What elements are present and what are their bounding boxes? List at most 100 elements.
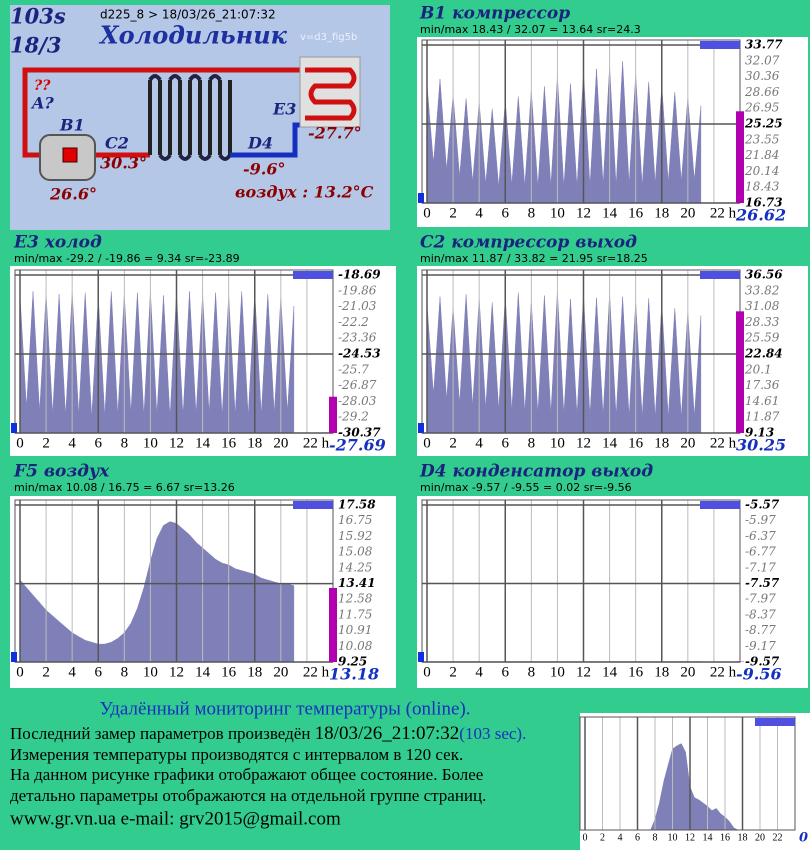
x-tick-label: 10 — [550, 664, 565, 680]
label-e3: E3 — [272, 100, 296, 119]
diagram-title: Холодильник — [98, 21, 288, 50]
chart-panel: 0 2 4 6 8 10 12 14 16 18 20 22 0 — [579, 713, 810, 850]
x-tick-label: 16 — [628, 664, 644, 680]
y-tick-label: 23.55 — [744, 132, 779, 146]
y-tick-label: -6.77 — [745, 545, 776, 559]
x-tick-label: 2 — [449, 205, 457, 221]
y-tick-label: 33.82 — [745, 283, 779, 297]
chart-title: D4 конденсатор выход — [419, 462, 653, 482]
min-bar — [11, 652, 17, 662]
plot-frame — [579, 716, 796, 831]
footer-heading: Удалённый мониторинг температуры (online… — [99, 698, 470, 719]
x-tick-label: 20 — [273, 664, 288, 680]
status-bar — [700, 501, 740, 509]
y-tick-label: -22.2 — [338, 315, 369, 329]
x-tick-label: 20 — [680, 435, 695, 451]
y-tick-label: 9.13 — [745, 426, 774, 440]
y-tick-label: -6.37 — [745, 529, 776, 543]
y-tick-label: 16.73 — [745, 196, 783, 210]
x-tick-label: 8 — [653, 832, 658, 843]
footer-time: 18/03/26_21:07:32 — [315, 723, 460, 744]
x-tick-label: 0 — [16, 664, 24, 680]
x-tick-label: 6 — [95, 435, 103, 451]
min-bar — [418, 652, 424, 662]
x-tick-label: 16 — [221, 664, 237, 680]
y-tick-label: 12.58 — [338, 592, 373, 606]
chart-title: B1 компрессор — [419, 4, 570, 24]
x-tick-label: 6 — [502, 664, 510, 680]
y-tick-label: -8.37 — [745, 607, 776, 621]
x-tick-label: 22 h — [303, 435, 330, 451]
y-tick-label: 22.84 — [744, 347, 783, 361]
y-tick-label: 10.08 — [338, 639, 373, 653]
label-b1: B1 — [59, 116, 85, 135]
y-tick-label: 17.58 — [338, 498, 376, 512]
y-tick-label: 18.43 — [745, 180, 780, 194]
x-tick-label: 2 — [449, 664, 457, 680]
y-tick-label: -9.17 — [745, 639, 776, 653]
min-max: min/max 10.08 / 16.75 = 6.67 sr=13.26 — [14, 481, 235, 494]
y-tick-label: 13.41 — [338, 576, 376, 590]
y-tick-label: 11.87 — [745, 410, 780, 424]
y-tick-label: 9.25 — [338, 655, 367, 669]
chart-title: E3 холод — [13, 233, 102, 253]
evaporator-coil — [305, 67, 357, 121]
x-tick-label: 0 — [423, 664, 431, 680]
y-tick-label: 26.95 — [744, 101, 779, 115]
area — [426, 61, 702, 204]
x-tick-label: 4 — [475, 664, 483, 680]
y-tick-label: -23.36 — [338, 331, 377, 345]
condenser-coil — [148, 80, 232, 155]
current-bar — [736, 311, 744, 433]
current-value: -9.56 — [736, 665, 782, 684]
y-tick-label: -5.97 — [745, 513, 776, 527]
area — [426, 290, 702, 434]
footer-line: детально параметры отображаются на отдел… — [10, 786, 486, 805]
x-tick-label: 16 — [628, 205, 644, 221]
x-tick-label: 8 — [121, 664, 129, 680]
min-max: min/max 18.43 / 32.07 = 13.64 sr=24.3 — [420, 23, 641, 36]
x-tick-label: 18 — [654, 205, 669, 221]
x-tick-label: 10 — [668, 832, 678, 843]
x-tick-label: 22 h — [710, 664, 737, 680]
plot-frame — [14, 499, 334, 663]
x-tick-label: 2 — [449, 435, 457, 451]
x-tick-label: 4 — [475, 205, 483, 221]
y-tick-label: 15.08 — [338, 545, 373, 559]
status-bar — [293, 271, 333, 279]
x-tick-label: 10 — [550, 435, 565, 451]
y-tick-label: 17.36 — [745, 378, 780, 392]
y-tick-label: 31.08 — [745, 299, 780, 313]
y-tick-label: -7.97 — [745, 592, 776, 606]
label-d4: D4 — [247, 134, 273, 153]
x-tick-label: 12 — [576, 664, 591, 680]
x-tick-label: 14 — [602, 664, 618, 680]
y-tick-label: 28.33 — [744, 315, 780, 329]
x-tick-label: 6 — [95, 664, 103, 680]
current-value: 0 — [799, 831, 808, 846]
min-max: min/max -9.57 / -9.55 = 0.02 sr=-9.56 — [420, 481, 632, 494]
y-tick-label: 16.75 — [338, 513, 372, 527]
label-a: A? — [30, 94, 54, 113]
x-tick-label: 4 — [475, 435, 483, 451]
footer-line: Измерения температуры производятся с инт… — [10, 745, 463, 764]
y-tick-label: 25.25 — [744, 117, 783, 131]
x-tick-label: 20 — [680, 664, 695, 680]
y-tick-label: 21.84 — [744, 148, 779, 162]
chart-title: C2 компрессор выход — [420, 233, 637, 253]
y-tick-label: -7.17 — [745, 560, 776, 574]
compressor-mark — [62, 147, 78, 163]
y-tick-label: -25.7 — [338, 362, 369, 376]
area — [19, 521, 295, 663]
x-tick-label: 4 — [68, 435, 76, 451]
status-bar — [293, 501, 333, 509]
x-tick-label: 18 — [738, 832, 748, 843]
air-temp: воздух : 13.2°C — [235, 183, 374, 202]
y-tick-label: -19.86 — [338, 283, 377, 297]
x-tick-label: 10 — [143, 664, 158, 680]
x-tick-label: 16 — [221, 435, 237, 451]
x-tick-label: 14 — [195, 435, 211, 451]
x-tick-label: 12 — [169, 435, 184, 451]
